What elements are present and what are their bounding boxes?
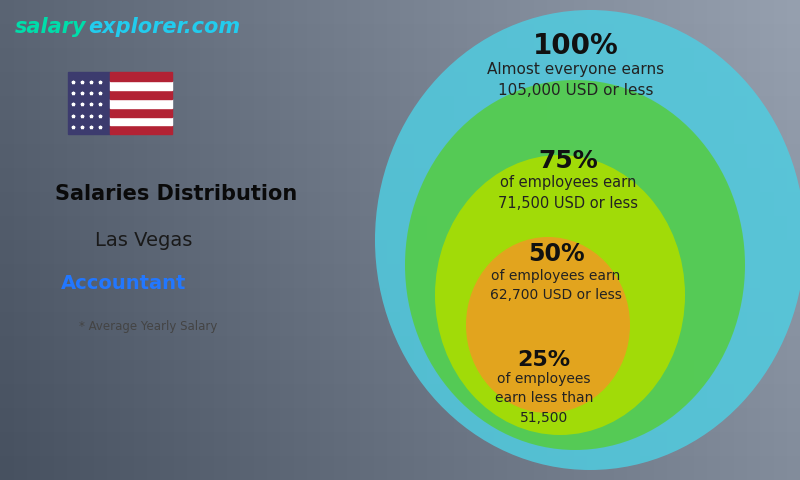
Bar [68,72,110,134]
Text: * Average Yearly Salary: * Average Yearly Salary [79,320,217,333]
Text: of employees earn
71,500 USD or less: of employees earn 71,500 USD or less [498,175,638,211]
Ellipse shape [375,10,800,470]
Bar [110,72,172,81]
Text: Accountant: Accountant [62,274,186,293]
Ellipse shape [466,237,630,413]
Text: 50%: 50% [528,242,584,266]
Text: Salaries Distribution: Salaries Distribution [55,184,297,204]
Text: explorer.com: explorer.com [88,17,240,37]
Text: 25%: 25% [518,349,570,370]
Text: 100%: 100% [533,32,619,60]
Text: 75%: 75% [538,149,598,173]
Bar [110,108,172,117]
Text: salary: salary [14,17,86,37]
Bar [110,99,172,108]
Ellipse shape [435,155,685,435]
Text: Almost everyone earns
105,000 USD or less: Almost everyone earns 105,000 USD or les… [487,62,665,98]
Text: of employees earn
62,700 USD or less: of employees earn 62,700 USD or less [490,269,622,302]
Text: Las Vegas: Las Vegas [95,230,193,250]
Bar [110,117,172,125]
Bar [110,81,172,90]
Text: of employees
earn less than
51,500: of employees earn less than 51,500 [495,372,593,425]
Bar [110,125,172,134]
Bar [110,90,172,99]
Ellipse shape [405,80,745,450]
